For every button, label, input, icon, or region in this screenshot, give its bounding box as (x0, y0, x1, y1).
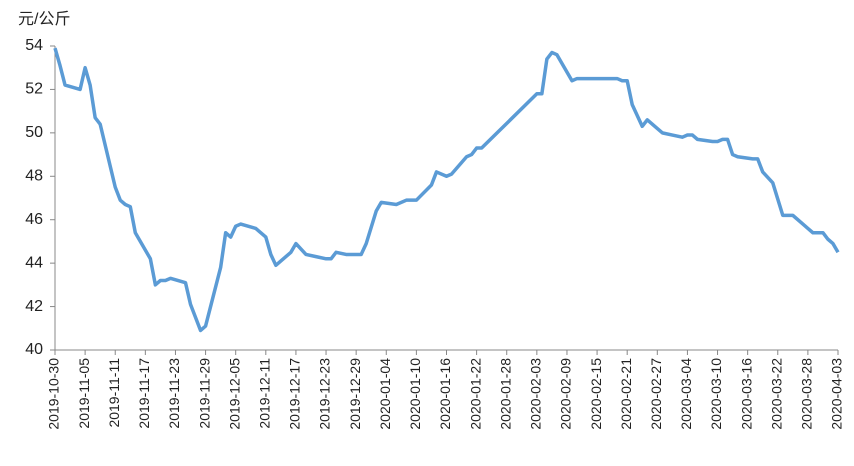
x-tick-label: 2019-12-23 (317, 358, 333, 430)
x-tick-label: 2020-02-03 (528, 358, 544, 430)
x-tick-label: 2019-11-11 (106, 358, 122, 428)
x-tick-label: 2020-01-16 (437, 358, 453, 430)
x-tick-label: 2019-12-29 (347, 358, 363, 430)
x-tick-label: 2019-11-23 (166, 358, 182, 429)
y-tick-label: 54 (25, 37, 43, 54)
x-tick-label: 2020-02-21 (618, 358, 634, 430)
x-tick-label: 2019-10-30 (46, 358, 62, 430)
x-tick-label: 2020-02-15 (588, 358, 604, 430)
x-tick-label: 2020-02-27 (648, 358, 664, 430)
y-tick-label: 44 (25, 254, 43, 271)
y-tick-label: 48 (25, 168, 43, 185)
y-tick-label: 52 (25, 81, 43, 98)
x-tick-label: 2020-02-09 (558, 358, 574, 430)
x-tick-label: 2019-11-05 (76, 358, 92, 429)
x-tick-label: 2020-03-28 (799, 358, 815, 430)
x-tick-label: 2019-12-17 (287, 358, 303, 430)
x-tick-label: 2019-11-17 (136, 358, 152, 429)
x-tick-label: 2020-03-16 (738, 358, 754, 430)
x-tick-label: 2019-12-05 (226, 358, 242, 430)
x-tick-label: 2019-12-11 (257, 358, 273, 429)
series-line (53, 47, 840, 333)
y-tick-label: 50 (25, 124, 43, 141)
x-tick-label: 2020-04-03 (829, 358, 845, 430)
y-tick-label: 42 (25, 298, 43, 315)
y-axis-label: 元/公斤 (18, 10, 70, 28)
x-tick-label: 2020-03-22 (768, 358, 784, 430)
y-tick-label: 46 (25, 211, 43, 228)
x-tick-label: 2020-03-10 (708, 358, 724, 430)
x-tick-label: 2020-01-04 (377, 358, 393, 430)
x-tick-label: 2019-11-29 (196, 358, 212, 429)
x-tick-label: 2020-01-22 (467, 358, 483, 430)
x-tick-label: 2020-01-10 (407, 358, 423, 430)
x-tick-label: 2020-03-04 (678, 358, 694, 430)
y-tick-label: 40 (25, 341, 43, 358)
x-tick-label: 2020-01-28 (497, 358, 513, 430)
